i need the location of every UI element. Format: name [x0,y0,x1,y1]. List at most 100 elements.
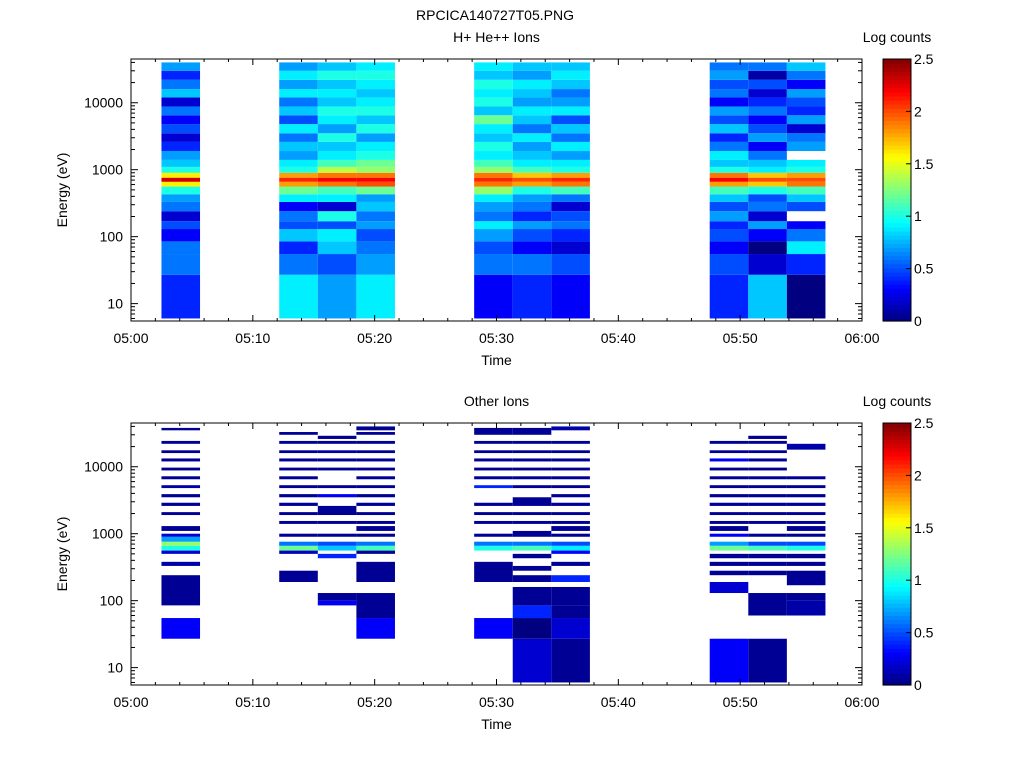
heatmap-cell [748,274,787,319]
heatmap-cell [279,274,318,319]
heatmap-cell [356,229,395,242]
heatmap-cell [279,520,318,524]
heatmap-cell [748,177,787,182]
x-tick-label: 05:50 [723,330,758,346]
heatmap-cell [709,467,749,471]
colorbar-segment [883,541,911,547]
heatmap-cell [279,106,318,116]
heatmap-cell [786,512,826,516]
colorbar-segment [883,476,911,481]
heatmap-cell [356,172,395,178]
heatmap-cell [279,177,318,182]
heatmap-cell [551,512,590,516]
colorbar-segment [883,312,911,318]
heatmap-cell [786,166,826,173]
colorbar-segment [883,496,911,502]
colorbar-segment [883,108,911,113]
heatmap-cell [748,70,787,80]
heatmap-cell [709,553,749,559]
heatmap-cell [709,458,749,462]
heatmap-cell [356,159,395,167]
heatmap-cell [786,553,826,559]
heatmap-cell [786,593,826,601]
heatmap-cell [748,570,787,576]
colorbar-segment [883,316,911,322]
heatmap-cell [356,241,395,255]
heatmap-cell [709,97,749,107]
heatmap-cell [786,229,826,242]
heatmap-cell [356,211,395,222]
heatmap-cell [279,241,318,255]
heatmap-cell [161,62,201,71]
heatmap-cell [317,79,357,90]
heatmap-cell [161,476,201,480]
heatmap-cell [161,541,201,546]
colorbar-segment [883,562,911,567]
y-tick-label: 1000 [92,526,123,542]
heatmap-cell [512,520,552,524]
heatmap-cell [709,211,749,222]
heatmap-cell [161,177,201,182]
heatmap-cell [356,166,395,173]
heatmap-cell [474,133,513,142]
colorbar-segment [883,59,911,64]
x-tick-label: 05:20 [357,330,392,346]
colorbar-segment [883,226,911,232]
heatmap-cell [709,194,749,202]
heatmap-cell [474,241,513,255]
heatmap-cell [474,450,513,454]
colorbar-segment [883,63,911,68]
heatmap-cell [161,274,201,319]
heatmap-cell [279,254,318,275]
colorbar-segment [883,627,911,633]
heatmap-cell [356,115,395,125]
heatmap-cell [474,177,513,182]
heatmap-cell [551,159,590,167]
heatmap-cell [748,141,787,152]
heatmap-cell [356,440,395,444]
heatmap-cell [551,151,590,160]
heatmap-cell [748,476,787,480]
colorbar-segment [883,280,911,285]
heatmap-cell [356,89,395,98]
heatmap-cell [317,97,357,107]
heatmap-cell [161,241,201,255]
heatmap-cell [279,201,318,212]
heatmap-cell [709,201,749,212]
heatmap-cell [356,426,395,431]
heatmap-cell [551,605,590,619]
heatmap-cell [161,427,201,431]
colorbar-segment [883,570,911,576]
colorbar-segment [883,83,911,89]
heatmap-cell [786,194,826,202]
y-axis-label: Energy (eV) [54,153,70,228]
heatmap-cell [512,512,552,516]
heatmap-cell [551,520,590,524]
heatmap-cell [161,70,201,80]
colorbar-segment [883,533,911,539]
heatmap-cell [356,79,395,90]
heatmap-cell [748,450,787,454]
heatmap-cell [356,450,395,454]
heatmap-cell [786,79,826,90]
heatmap-cell [748,638,787,683]
colorbar-segment [883,259,911,265]
colorbar-segment [883,508,911,514]
heatmap-cell [551,221,590,230]
heatmap-cell [356,502,395,506]
x-tick-label: 05:40 [601,694,636,710]
heatmap-cell [551,440,590,444]
heatmap-cell [356,177,395,182]
heatmap-cell [512,450,552,454]
heatmap-cell [474,485,513,489]
heatmap-cell [161,124,201,134]
colorbar-tick-label: 1 [914,208,922,224]
heatmap-cell [161,575,201,606]
heatmap-cell [317,520,357,524]
heatmap-cell [786,115,826,125]
colorbar-segment [883,549,911,555]
heatmap-cell [474,545,513,551]
colorbar-segment [883,124,911,130]
heatmap-cell [748,229,787,242]
heatmap-cell [512,541,552,546]
